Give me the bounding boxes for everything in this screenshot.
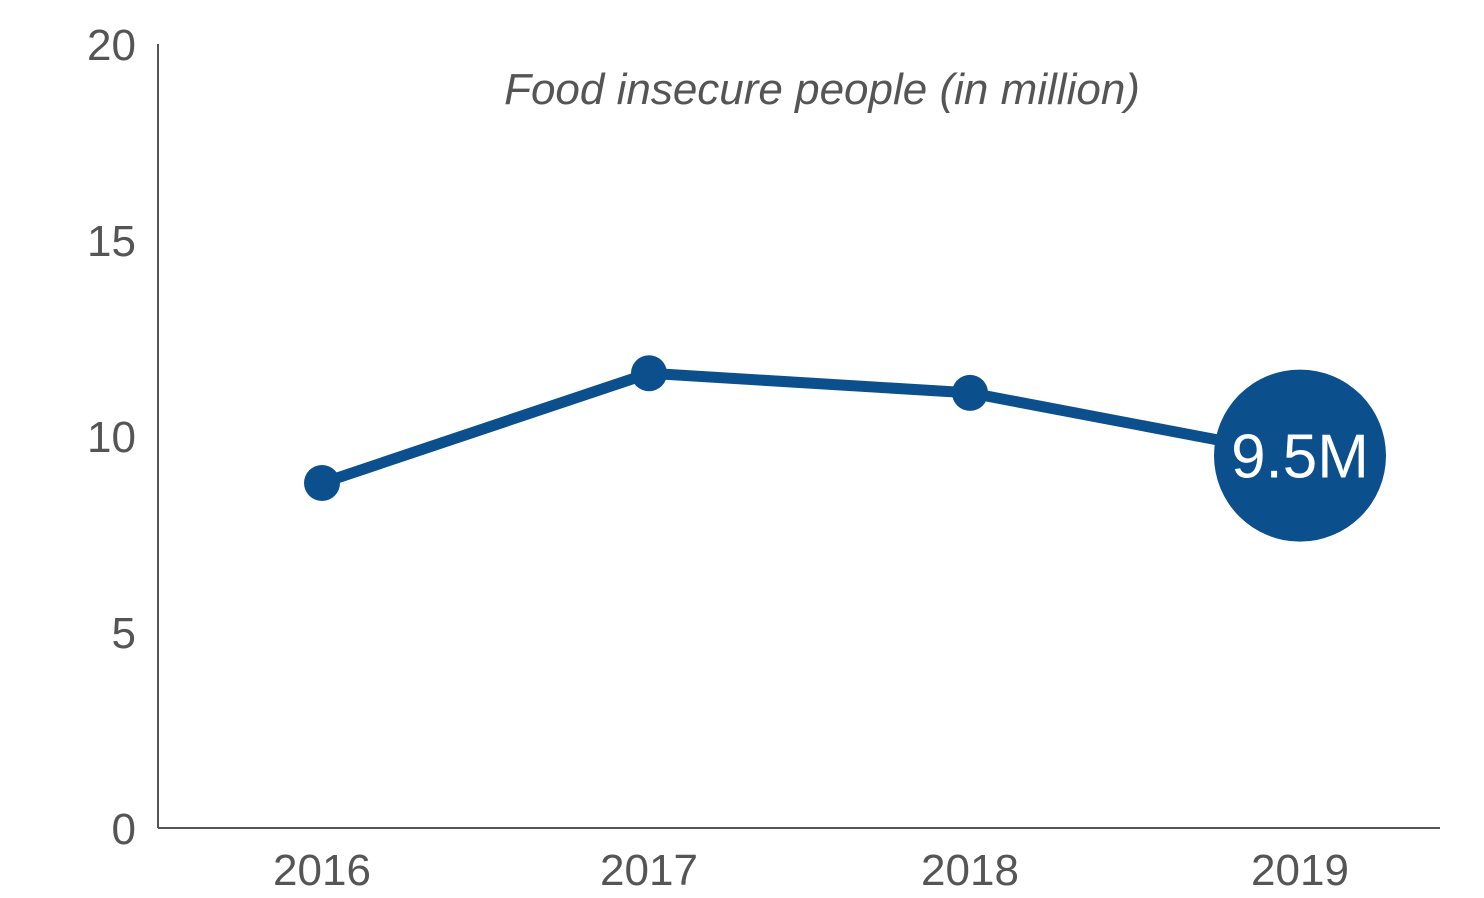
x-tick-label: 2017 <box>600 846 698 895</box>
y-tick-label: 5 <box>112 609 136 658</box>
series-layer: 9.5M <box>304 355 1386 542</box>
data-point-2018 <box>952 374 988 411</box>
y-tick-label: 20 <box>87 21 136 70</box>
y-tick-label: 15 <box>87 217 136 266</box>
x-tick-label: 2018 <box>921 846 1019 895</box>
y-axis-ticks: 0 5 10 15 20 <box>87 21 136 854</box>
y-tick-label: 0 <box>112 805 136 854</box>
y-tick-label: 10 <box>87 413 136 462</box>
x-tick-label: 2016 <box>273 846 371 895</box>
callout-label: 9.5M <box>1231 423 1369 492</box>
data-point-2017 <box>631 355 667 392</box>
data-point-2016 <box>304 465 340 502</box>
chart-title: Food insecure people (in million) <box>504 65 1140 114</box>
x-axis-ticks: 2016 2017 2018 2019 <box>273 846 1349 895</box>
x-tick-label: 2019 <box>1251 846 1349 895</box>
series-line <box>316 367 1306 489</box>
callout-bubble <box>1214 369 1386 542</box>
